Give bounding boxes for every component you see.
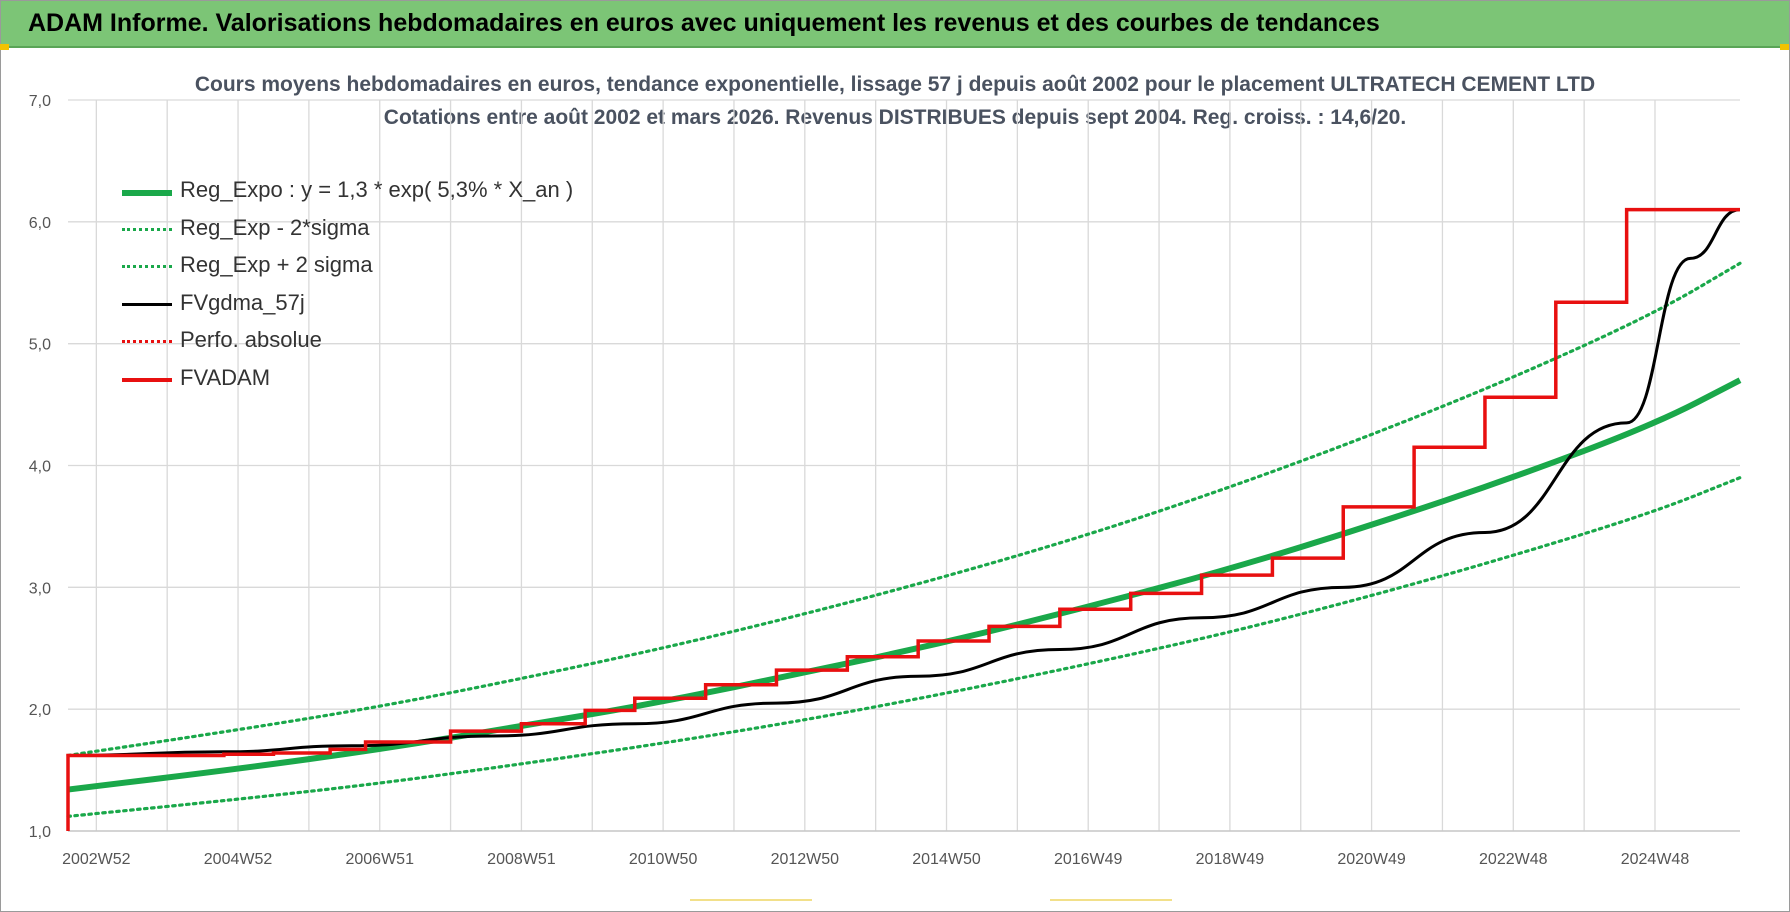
legend-swatch bbox=[122, 190, 172, 196]
report-banner: ADAM Informe. Valorisations hebdomadaire… bbox=[1, 1, 1789, 48]
legend-swatch bbox=[122, 377, 172, 382]
chart-subtitle: Cotations entre août 2002 et mars 2026. … bbox=[383, 106, 1407, 129]
legend-swatch bbox=[122, 227, 172, 231]
corner-mark-left bbox=[0, 44, 9, 50]
report-title: ADAM Informe. Valorisations hebdomadaire… bbox=[28, 9, 1380, 37]
bottom-mark-1 bbox=[690, 899, 812, 901]
corner-mark-right bbox=[1780, 44, 1789, 50]
legend-label: FVADAM bbox=[180, 364, 271, 390]
legend-swatch bbox=[122, 302, 172, 306]
legend-swatch bbox=[122, 265, 172, 268]
chart-title: Cours moyens hebdomadaires en euros, ten… bbox=[194, 73, 1596, 96]
legend-swatch bbox=[122, 340, 172, 343]
legend-label: Reg_Exp - 2*sigma bbox=[180, 214, 370, 240]
bottom-mark-2 bbox=[1050, 899, 1172, 901]
legend-label: FVgdma_57j bbox=[180, 289, 305, 315]
legend-label: Reg_Expo : y = 1,3 * exp( 5,3% * X_an ) bbox=[180, 177, 574, 202]
legend-label: Perfo. absolue bbox=[180, 327, 322, 352]
legend-label: Reg_Exp + 2 sigma bbox=[180, 252, 373, 277]
